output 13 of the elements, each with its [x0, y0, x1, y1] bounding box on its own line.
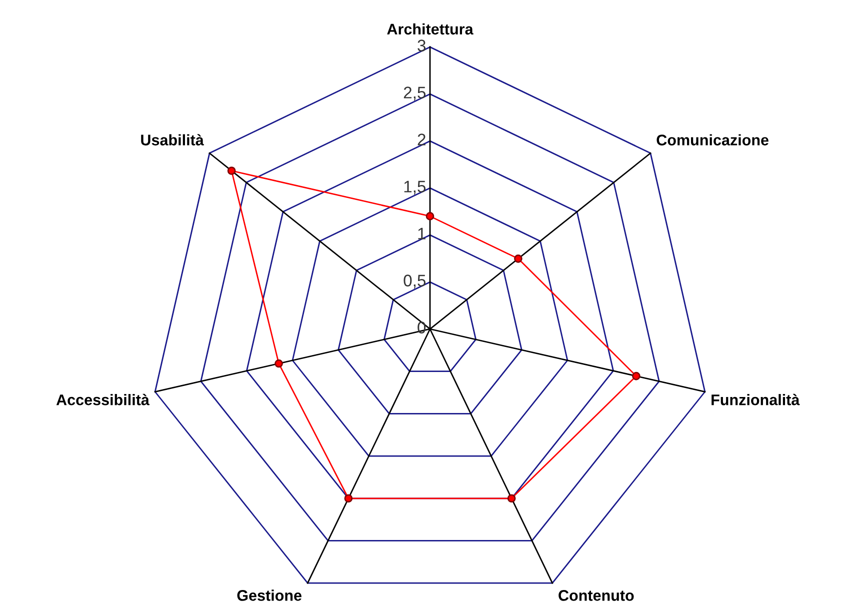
- spoke-label: Gestione: [237, 590, 302, 601]
- y-tick-label: 2,5: [404, 86, 426, 100]
- spoke-label: Accessibilità: [56, 394, 150, 406]
- y-tick-label: 0,5: [404, 274, 426, 288]
- y-tick-label: 2: [418, 134, 426, 146]
- spoke-label: Usabilità: [141, 134, 204, 146]
- y-tick-label: 1,5: [404, 180, 426, 194]
- spoke-label: Architettura: [387, 23, 474, 35]
- spoke-label: Contenuto: [558, 590, 634, 601]
- y-tick-label: 3: [418, 40, 426, 52]
- y-tick-label: 1: [418, 228, 426, 240]
- spoke-label: Comunicazione: [656, 134, 768, 146]
- spoke-label: Funzionalità: [712, 394, 800, 406]
